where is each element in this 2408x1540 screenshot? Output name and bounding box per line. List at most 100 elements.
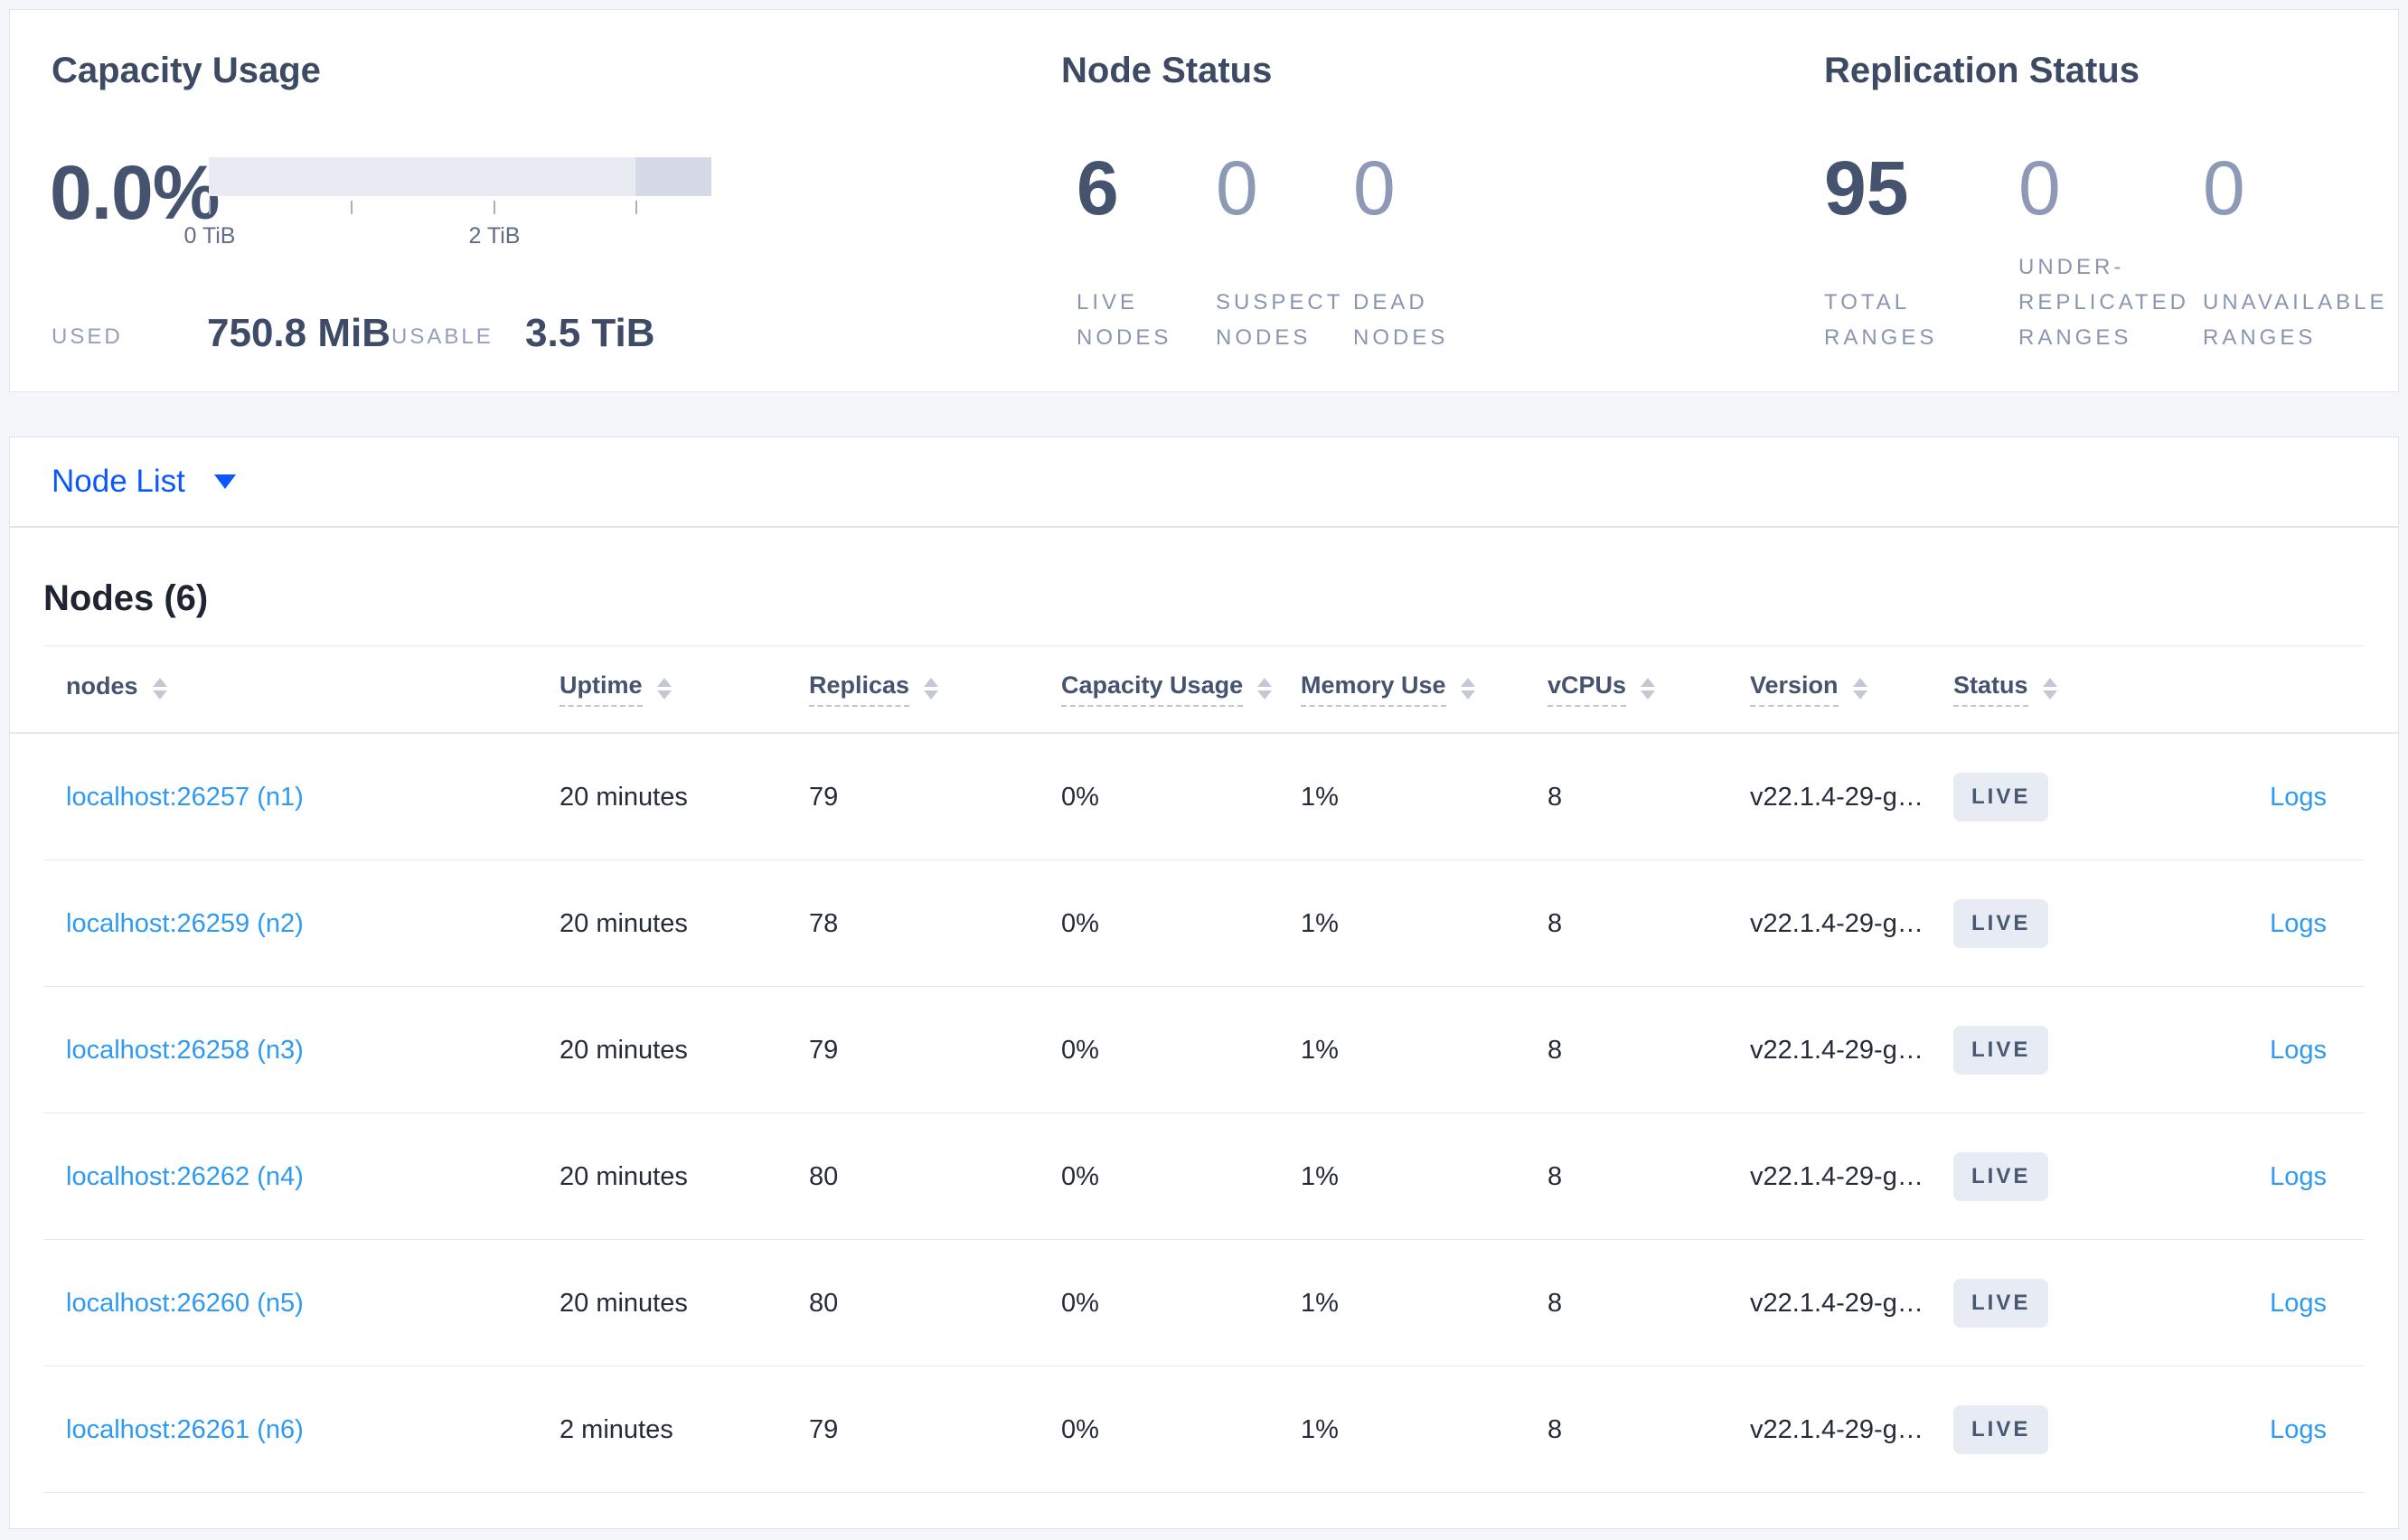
memory-cell: 1% [1301, 1161, 1339, 1191]
column-header-capacity-usage[interactable]: Capacity Usage [1061, 671, 1273, 707]
memory-cell: 1% [1301, 908, 1339, 938]
unavailable-ranges-label: UNAVAILABLE RANGES [2203, 290, 2388, 350]
node-link[interactable]: localhost:26262 (n4) [66, 1161, 304, 1191]
capacity-cell: 0% [1061, 1161, 1099, 1191]
node-link[interactable]: localhost:26259 (n2) [66, 908, 304, 938]
vcpus-cell: 8 [1547, 1035, 1563, 1065]
uptime-cell: 20 minutes [560, 1288, 688, 1318]
capacity-reserved-segment [635, 157, 711, 196]
sort-icon [1257, 678, 1273, 700]
capacity-cell: 0% [1061, 1288, 1099, 1318]
status-badge: LIVE [1953, 773, 2049, 822]
table-row: localhost:26258 (n3) 20 minutes 79 0% 1%… [10, 987, 2398, 1113]
capacity-tick-label-0: 0 TiB [183, 223, 236, 249]
summary-card: Capacity Usage 0.0% 0 TiB 2 TiB USED 750… [9, 9, 2399, 392]
capacity-tick-label-2: 2 TiB [468, 223, 521, 249]
table-row: localhost:26260 (n5) 20 minutes 80 0% 1%… [10, 1240, 2398, 1366]
total-ranges-value: 95 [1824, 146, 1909, 230]
status-badge: LIVE [1953, 1279, 2049, 1328]
replicas-cell: 80 [809, 1288, 839, 1318]
replicas-cell: 78 [809, 908, 839, 938]
status-badge: LIVE [1953, 899, 2049, 948]
logs-link[interactable]: Logs [2270, 1288, 2327, 1318]
node-list-dropdown-label: Node List [52, 464, 185, 499]
uptime-cell: 20 minutes [560, 782, 688, 812]
vcpus-cell: 8 [1547, 908, 1563, 938]
node-link[interactable]: localhost:26258 (n3) [66, 1035, 304, 1065]
under-replicated-ranges-value: 0 [2018, 146, 2061, 230]
capacity-cell: 0% [1061, 782, 1099, 812]
live-nodes-value: 6 [1077, 146, 1119, 230]
column-header-vcpus[interactable]: vCPUs [1547, 671, 1656, 707]
logs-link[interactable]: Logs [2270, 1161, 2327, 1191]
logs-link[interactable]: Logs [2270, 1414, 2327, 1444]
dead-nodes-metric: 0 DEAD NODES [1353, 10, 1498, 391]
capacity-tick [351, 201, 353, 214]
sort-icon [656, 678, 672, 700]
capacity-tick [209, 201, 211, 214]
nodes-table: nodes Uptime Replicas Capacity Usage Mem… [10, 645, 2398, 1493]
table-row: localhost:26259 (n2) 20 minutes 78 0% 1%… [10, 860, 2398, 987]
version-cell: v22.1.4-29-g… [1750, 1035, 1924, 1065]
version-cell: v22.1.4-29-g… [1750, 1288, 1924, 1318]
replicas-cell: 79 [809, 1035, 839, 1065]
table-row: localhost:26257 (n1) 20 minutes 79 0% 1%… [10, 734, 2398, 860]
total-ranges-label: TOTAL RANGES [1824, 290, 1938, 350]
version-cell: v22.1.4-29-g… [1750, 1414, 1924, 1444]
replicas-cell: 79 [809, 1414, 839, 1444]
sort-icon [2042, 678, 2057, 700]
node-link[interactable]: localhost:26261 (n6) [66, 1414, 304, 1444]
capacity-cell: 0% [1061, 908, 1099, 938]
dead-nodes-value: 0 [1353, 146, 1396, 230]
replication-status-title: Replication Status [1824, 51, 2140, 90]
uptime-cell: 2 minutes [560, 1414, 673, 1444]
node-link[interactable]: localhost:26260 (n5) [66, 1288, 304, 1318]
live-nodes-label: LIVE NODES [1077, 290, 1172, 350]
sort-icon [1460, 678, 1475, 700]
column-header-version[interactable]: Version [1750, 671, 1867, 707]
version-cell: v22.1.4-29-g… [1750, 908, 1924, 938]
capacity-usage-title: Capacity Usage [52, 51, 321, 90]
suspect-nodes-metric: 0 SUSPECT NODES [1216, 10, 1351, 391]
usable-label: USABLE [391, 324, 494, 349]
vcpus-cell: 8 [1547, 1161, 1563, 1191]
uptime-cell: 20 minutes [560, 1161, 688, 1191]
logs-link[interactable]: Logs [2270, 908, 2327, 938]
used-value: 750.8 MiB [207, 311, 390, 355]
table-row: localhost:26261 (n6) 2 minutes 79 0% 1% … [10, 1366, 2398, 1493]
suspect-nodes-value: 0 [1216, 146, 1258, 230]
sort-icon [924, 678, 939, 700]
column-header-memory-use[interactable]: Memory Use [1301, 671, 1475, 707]
capacity-tick [494, 201, 495, 214]
replicas-cell: 79 [809, 782, 839, 812]
uptime-cell: 20 minutes [560, 908, 688, 938]
memory-cell: 1% [1301, 1288, 1339, 1318]
column-header-replicas[interactable]: Replicas [809, 671, 939, 707]
unavailable-ranges-metric: 0 UNAVAILABLE RANGES [2203, 10, 2402, 391]
capacity-usage-bar [209, 157, 711, 196]
column-header-status[interactable]: Status [1953, 671, 2057, 707]
node-link[interactable]: localhost:26257 (n1) [66, 782, 304, 812]
used-label: USED [52, 324, 123, 349]
nodes-heading: Nodes (6) [43, 578, 209, 618]
total-ranges-metric: 95 TOTAL RANGES [1824, 10, 2005, 391]
capacity-percent: 0.0% [50, 150, 220, 235]
status-badge: LIVE [1953, 1026, 2049, 1075]
memory-cell: 1% [1301, 1035, 1339, 1065]
suspect-nodes-label: SUSPECT NODES [1216, 290, 1343, 350]
status-badge: LIVE [1953, 1405, 2049, 1454]
vcpus-cell: 8 [1547, 1414, 1563, 1444]
nodes-card: Nodes (6) nodes Uptime Replicas Capacity… [9, 527, 2399, 1529]
column-header-uptime[interactable]: Uptime [560, 671, 672, 707]
table-row: localhost:26262 (n4) 20 minutes 80 0% 1%… [10, 1113, 2398, 1240]
node-status-title: Node Status [1061, 51, 1273, 90]
node-list-bar: Node List [9, 437, 2399, 527]
memory-cell: 1% [1301, 782, 1339, 812]
memory-cell: 1% [1301, 1414, 1339, 1444]
node-list-dropdown[interactable]: Node List [52, 464, 236, 500]
table-header-row: nodes Uptime Replicas Capacity Usage Mem… [10, 645, 2398, 734]
capacity-cell: 0% [1061, 1035, 1099, 1065]
logs-link[interactable]: Logs [2270, 782, 2327, 812]
column-header-nodes[interactable]: nodes [66, 672, 167, 706]
logs-link[interactable]: Logs [2270, 1035, 2327, 1065]
